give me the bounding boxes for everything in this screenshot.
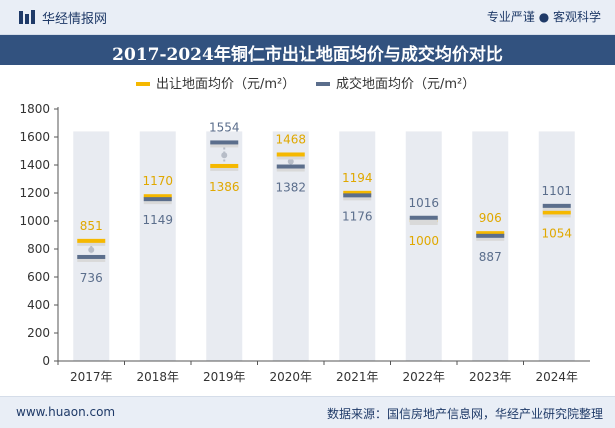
data-label-deal-price: 887: [479, 250, 502, 264]
category-column: [339, 131, 376, 361]
category-column: [538, 131, 575, 361]
marker-supply-price: [77, 238, 106, 243]
legend-swatch: [316, 82, 330, 86]
website-link[interactable]: www.huaon.com: [16, 405, 116, 419]
data-label-deal-price: 1382: [275, 181, 306, 195]
data-label-supply-price: 1000: [408, 234, 439, 248]
top-banner: 华经情报网 专业严谨 ● 客观科学: [0, 0, 615, 35]
marker-shadow: [343, 195, 372, 201]
footer: www.huaon.com 数据来源：国信房地产信息网，华经产业研究院整理: [0, 396, 615, 428]
marker-deal-price: [542, 203, 571, 208]
title-bar: 2017-2024年铜仁市出让地面均价与成交均价对比: [0, 35, 615, 65]
marker-deal-price: [343, 193, 372, 198]
category-column: [472, 131, 509, 361]
marker-shadow: [542, 205, 571, 211]
legend-label: 出让地面均价（元/m²）: [156, 77, 295, 92]
x-tick-label: 2021年: [336, 370, 379, 384]
data-label-supply-price: 906: [479, 211, 502, 225]
marker-deal-price: [476, 233, 505, 238]
marker-shadow: [409, 217, 438, 223]
marker-supply-price: [143, 194, 172, 199]
diff-dot: [88, 246, 95, 253]
marker-shadow: [210, 142, 239, 148]
legend-swatch: [136, 82, 150, 86]
y-tick-label: 1000: [19, 214, 50, 228]
marker-shadow: [77, 240, 106, 246]
marker-supply-price: [343, 190, 372, 195]
marker-shadow: [276, 154, 305, 160]
brand-name[interactable]: 华经情报网: [42, 12, 108, 27]
marker-shadow: [143, 199, 172, 205]
data-label-supply-price: 1170: [142, 174, 173, 188]
marker-deal-price: [409, 215, 438, 220]
category-column: [405, 131, 442, 361]
y-tick-label: 1400: [19, 158, 50, 172]
data-label-deal-price: 736: [80, 271, 103, 285]
data-label-supply-price: 1194: [342, 171, 373, 185]
data-label-deal-price: 1554: [209, 120, 240, 134]
data-source: 数据来源：国信房地产信息网，华经产业研究院整理: [326, 407, 603, 421]
marker-supply-price: [476, 231, 505, 236]
marker-deal-price: [77, 254, 106, 259]
slogan: 专业严谨 ● 客观科学: [486, 10, 601, 24]
y-tick-label: 0: [42, 354, 50, 368]
x-tick-label: 2024年: [535, 370, 578, 384]
marker-deal-price: [210, 140, 239, 145]
chart-title: 2017-2024年铜仁市出让地面均价与成交均价对比: [112, 45, 503, 65]
marker-shadow: [542, 212, 571, 218]
y-tick-label: 200: [27, 326, 50, 340]
category-column: [139, 131, 176, 361]
x-tick-label: 2020年: [269, 370, 312, 384]
data-label-supply-price: 1386: [209, 180, 240, 194]
x-tick-label: 2023年: [469, 370, 512, 384]
legend-label: 成交地面均价（元/m²）: [336, 76, 475, 92]
y-tick-label: 600: [27, 270, 50, 284]
marker-deal-price: [276, 164, 305, 169]
marker-deal-price: [143, 197, 172, 202]
diff-dot: [221, 152, 228, 159]
marker-supply-price: [542, 210, 571, 215]
x-tick-label: 2018年: [136, 370, 179, 384]
data-label-supply-price: 1054: [541, 226, 572, 240]
chart-area: 0 200 400 600 800 1000 1200 1400 1600 1800 2017年 20…: [19, 76, 590, 384]
y-tick-label: 1600: [19, 130, 50, 144]
marker-supply-price: [276, 152, 305, 157]
data-label-deal-price: 1176: [342, 209, 373, 223]
data-label-supply-price: 851: [80, 219, 103, 233]
diff-dot: [287, 158, 294, 165]
brand-logo-icon: [19, 10, 35, 24]
marker-shadow: [476, 235, 505, 241]
y-tick-label: 1200: [19, 186, 50, 200]
marker-shadow: [77, 256, 106, 262]
x-tick-label: 2022年: [402, 370, 445, 384]
data-label-deal-price: 1016: [408, 196, 439, 210]
marker-supply-price: [210, 163, 239, 168]
marker-shadow: [210, 165, 239, 171]
data-label-deal-price: 1101: [541, 184, 572, 198]
marker-shadow: [276, 166, 305, 172]
data-label-supply-price: 1468: [275, 132, 306, 146]
x-tick-label: 2019年: [203, 370, 246, 384]
y-tick-label: 800: [27, 242, 50, 256]
data-label-deal-price: 1149: [142, 213, 173, 227]
x-tick-label: 2017年: [70, 370, 113, 384]
y-tick-label: 400: [27, 298, 50, 312]
y-tick-label: 1800: [19, 102, 50, 116]
